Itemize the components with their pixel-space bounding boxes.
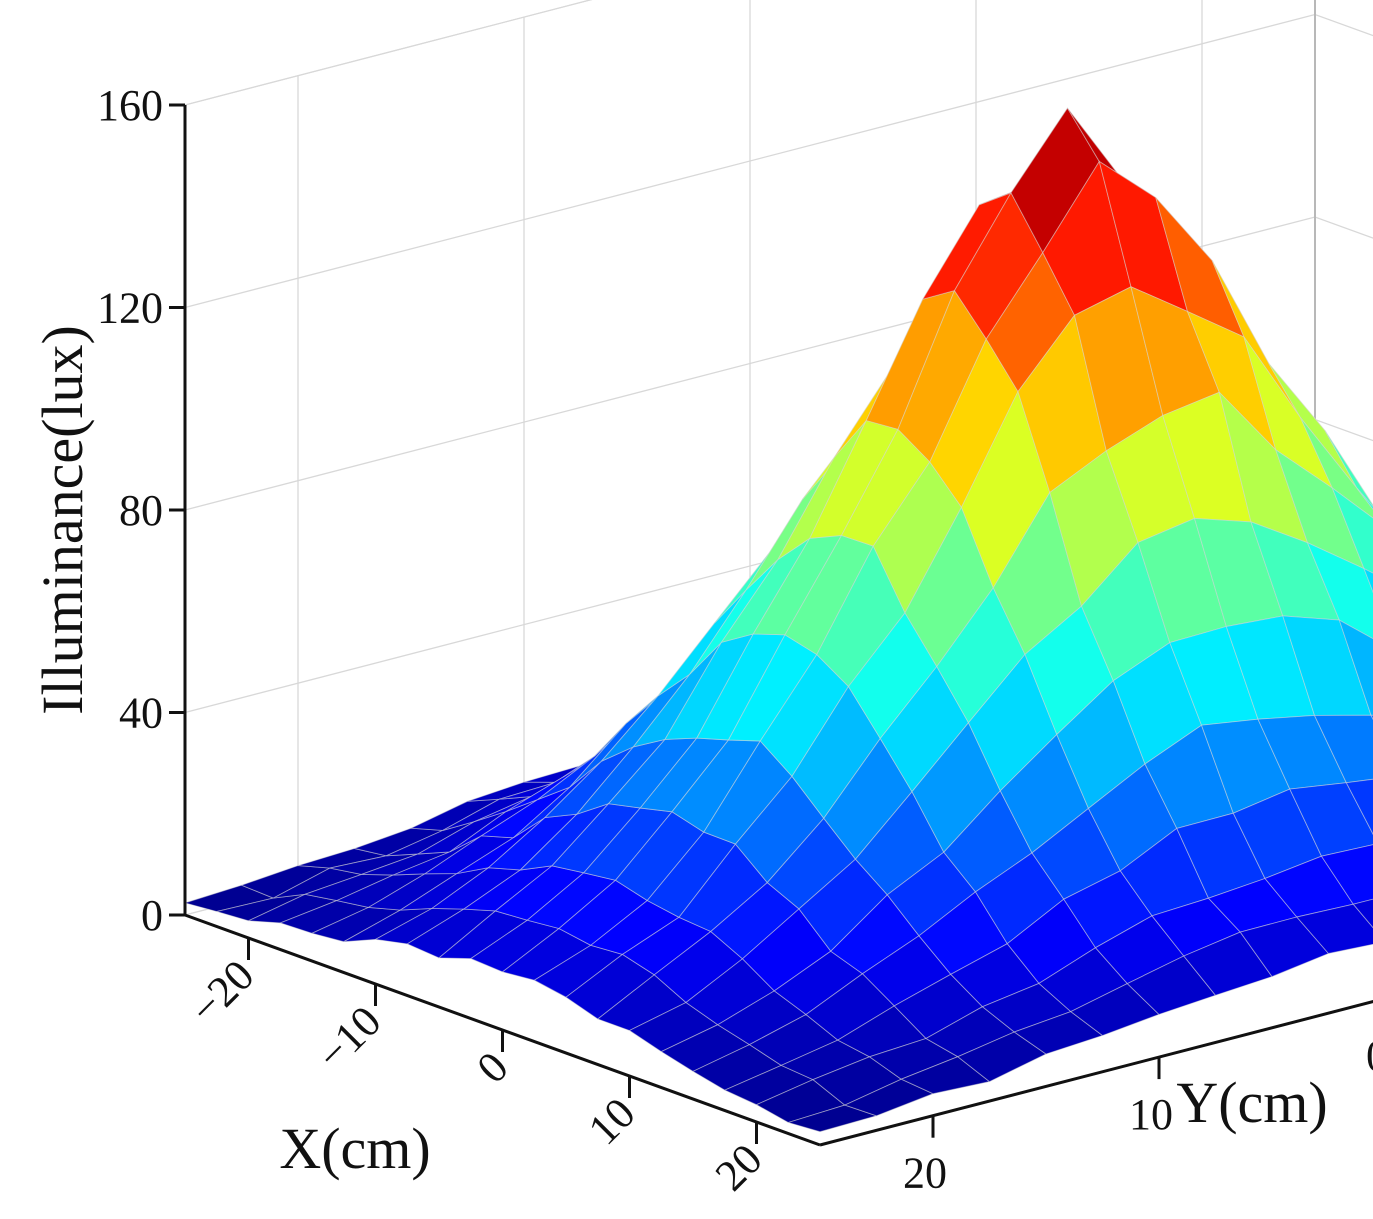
surface-cell [1356,488,1373,510]
x-tick-label: 10 [579,1088,645,1154]
surface-cell [1345,778,1373,835]
y-axis-title: Y(cm) [1176,1070,1327,1135]
y-tick-label: 0 [1366,1032,1373,1081]
x-tick-label: −20 [180,950,263,1033]
surface-cell [1352,898,1373,929]
surface-cell [1363,567,1373,594]
surface-cell [1295,903,1373,954]
x-tick-label: 20 [706,1134,772,1200]
z-tick-label: 40 [119,689,163,738]
z-tick-label: 80 [119,486,163,535]
z-tick-label: 0 [141,891,163,940]
x-tick-label: 0 [467,1042,517,1092]
z-gridline [184,0,593,106]
y-axis-line [819,1000,1373,1147]
y-tick-label: 20 [903,1149,947,1198]
z-axis-title: Illuminance(lux) [30,325,95,715]
x-tick-label: −10 [307,996,390,1079]
y-tick-label: 10 [1129,1090,1173,1139]
illuminance-surface [183,107,1373,1133]
z-tick-label: 120 [97,284,163,333]
x-axis-title: X(cm) [279,1116,430,1181]
axes [169,103,1373,1147]
z-tick-label: 160 [97,81,163,130]
